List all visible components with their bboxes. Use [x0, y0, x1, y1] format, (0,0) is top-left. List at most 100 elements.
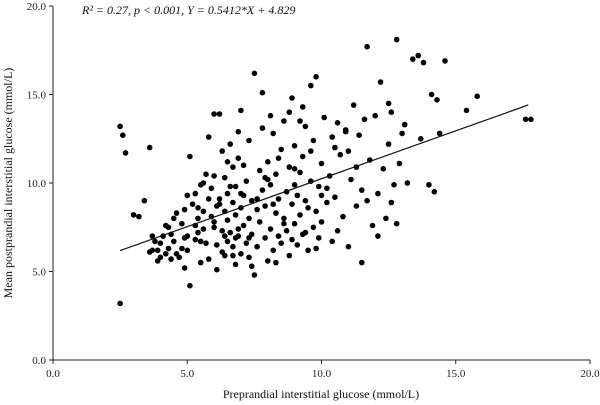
data-point [426, 182, 432, 188]
data-point [428, 91, 435, 98]
data-point [356, 132, 362, 138]
data-point [136, 213, 142, 220]
data-point [224, 159, 231, 165]
data-point [181, 235, 188, 241]
data-point [375, 190, 381, 197]
data-point [254, 196, 260, 202]
data-point [211, 224, 217, 231]
data-points [117, 36, 534, 307]
data-point [291, 220, 298, 227]
data-point [286, 109, 293, 115]
data-point [205, 196, 212, 202]
data-point [278, 240, 285, 246]
data-point [248, 263, 255, 270]
data-point [152, 238, 158, 245]
data-point [262, 235, 268, 241]
data-point [165, 224, 172, 231]
data-point [267, 226, 274, 232]
data-point [222, 174, 228, 181]
data-point [302, 229, 309, 236]
data-point [211, 219, 217, 225]
data-point [208, 185, 215, 192]
data-point [316, 235, 322, 241]
data-point [117, 123, 123, 130]
data-point [200, 180, 207, 186]
data-point [195, 229, 201, 236]
data-point [149, 247, 156, 254]
data-point [291, 166, 298, 172]
data-point [173, 210, 180, 216]
data-point [418, 136, 424, 142]
data-point [251, 272, 258, 278]
data-point [222, 252, 228, 259]
data-point [187, 153, 193, 160]
data-point [176, 254, 182, 261]
x-tick-label: 0.0 [46, 368, 60, 380]
x-tick-label: 10.0 [312, 368, 332, 380]
data-point [281, 118, 287, 124]
data-point [211, 173, 217, 179]
data-point [313, 245, 319, 252]
data-point [383, 215, 389, 222]
data-point [205, 256, 212, 262]
data-point [442, 58, 448, 64]
data-point [522, 116, 529, 123]
data-point [205, 134, 212, 140]
data-point [270, 247, 277, 254]
data-point [388, 109, 395, 115]
data-point [380, 166, 387, 172]
data-point [246, 235, 252, 241]
data-point [195, 205, 201, 211]
data-point [401, 121, 408, 128]
data-point [168, 256, 174, 262]
regression-line [119, 104, 529, 252]
data-point [259, 187, 266, 193]
data-point [192, 190, 199, 197]
data-point [364, 43, 370, 50]
data-point [184, 192, 191, 199]
x-axis-title: Preprandial interstitial glucose (mmol/L… [223, 387, 419, 401]
data-point [396, 160, 403, 167]
data-point [149, 233, 156, 239]
data-point [308, 82, 314, 89]
data-point [251, 70, 258, 77]
y-tick-label: 10.0 [27, 178, 47, 190]
data-point [324, 185, 330, 192]
data-point [318, 192, 325, 199]
data-point [179, 245, 185, 252]
y-tick-label: 5.0 [32, 267, 46, 279]
data-point [361, 116, 368, 123]
data-point [267, 182, 274, 188]
data-point [337, 151, 344, 158]
y-tick-label: 20.0 [27, 1, 47, 13]
data-point [240, 162, 247, 169]
data-point [189, 201, 196, 207]
data-point [200, 226, 207, 232]
data-point [141, 197, 148, 204]
data-point [224, 190, 231, 197]
data-point [216, 196, 223, 202]
data-point [332, 194, 338, 200]
data-point [340, 213, 346, 220]
data-point [230, 243, 236, 250]
x-tick-label: 5.0 [180, 368, 194, 380]
x-tick-label: 20.0 [580, 368, 600, 380]
data-point [281, 215, 287, 222]
data-point [254, 243, 260, 250]
data-point [332, 144, 338, 151]
data-point [297, 212, 303, 218]
data-point [291, 182, 298, 188]
data-point [240, 222, 247, 229]
data-point [281, 220, 287, 227]
data-point [238, 251, 244, 257]
data-point [243, 178, 250, 184]
data-point [345, 148, 352, 154]
data-point [359, 259, 365, 266]
data-point [187, 282, 193, 289]
regression-annotation: R² = 0.27, p < 0.001, Y = 0.5412*X + 4.8… [81, 3, 295, 17]
data-point [415, 52, 422, 59]
data-point [348, 176, 354, 183]
data-point [256, 219, 263, 225]
data-point [294, 242, 301, 248]
data-point [270, 201, 277, 207]
